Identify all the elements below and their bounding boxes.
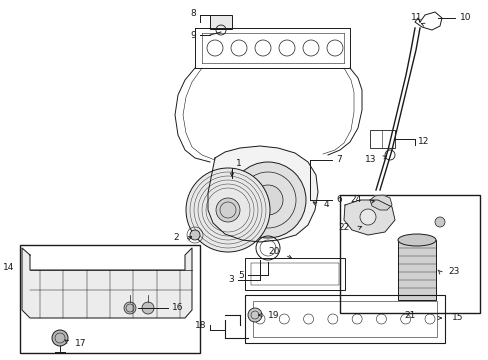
Text: 21: 21	[404, 310, 415, 320]
Text: 19: 19	[267, 310, 279, 320]
Bar	[250, 263, 338, 285]
Text: 16: 16	[172, 303, 183, 312]
Text: 18: 18	[194, 320, 205, 329]
Bar	[244, 258, 345, 290]
Polygon shape	[22, 248, 192, 318]
Text: 10: 10	[459, 13, 470, 22]
Ellipse shape	[397, 234, 435, 246]
Circle shape	[124, 302, 136, 314]
Circle shape	[185, 168, 269, 252]
Text: 2: 2	[173, 234, 179, 243]
Text: 1: 1	[236, 159, 241, 168]
Circle shape	[247, 308, 262, 322]
Bar	[244, 295, 444, 343]
Text: 5: 5	[238, 270, 244, 279]
Text: 23: 23	[447, 267, 458, 276]
Text: 8: 8	[190, 9, 196, 18]
Bar	[397, 240, 435, 300]
Text: 14: 14	[2, 264, 14, 273]
Text: 3: 3	[228, 275, 234, 284]
Text: 13: 13	[364, 156, 375, 165]
Text: 4: 4	[324, 201, 329, 210]
Bar	[339, 195, 479, 313]
Circle shape	[52, 330, 68, 346]
Bar	[20, 245, 200, 353]
Text: 15: 15	[451, 314, 463, 323]
Circle shape	[229, 162, 305, 238]
Circle shape	[434, 217, 444, 227]
Text: 9: 9	[190, 31, 196, 40]
Bar	[209, 15, 231, 29]
Text: 17: 17	[75, 339, 86, 348]
Text: 11: 11	[409, 13, 421, 22]
Text: 7: 7	[335, 156, 341, 165]
Text: 22: 22	[338, 224, 349, 233]
Circle shape	[359, 209, 375, 225]
Text: 6: 6	[335, 195, 341, 204]
Circle shape	[142, 302, 154, 314]
Text: 20: 20	[268, 248, 280, 256]
Polygon shape	[343, 200, 394, 235]
Text: 24: 24	[350, 195, 361, 204]
Circle shape	[190, 230, 200, 240]
Circle shape	[252, 185, 283, 215]
Circle shape	[216, 198, 240, 222]
Text: 12: 12	[417, 138, 428, 147]
Polygon shape	[369, 195, 391, 210]
Bar	[369, 130, 394, 148]
Bar	[252, 301, 436, 337]
Polygon shape	[207, 146, 317, 242]
